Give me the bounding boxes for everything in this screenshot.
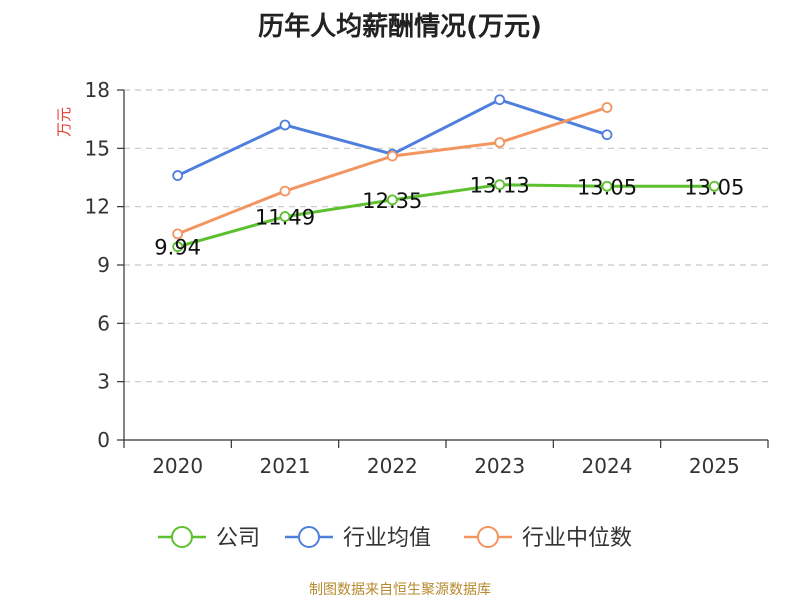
data-point (601, 102, 613, 113)
data-point (601, 180, 613, 192)
legend-label: 公司 (216, 526, 260, 551)
data-point (708, 180, 720, 192)
axes: 0 3 6 9 12 15 18 2020 2021 2022 2023 2024 2025 万元 (55, 78, 769, 478)
legend-marker-1 (298, 526, 320, 548)
data-label: 13.05 (684, 175, 744, 199)
legend-label: 行业中位数 (522, 526, 632, 551)
legend-label: 行业均值 (343, 526, 431, 551)
x-tick-label: 2021 (260, 454, 311, 478)
x-tick-label: 2025 (689, 454, 740, 478)
data-point (279, 119, 291, 131)
y-tick-label: 18 (85, 78, 110, 102)
data-label: 9.94 (154, 236, 201, 260)
data-point (279, 211, 291, 222)
legend: 公司 行业均值 行业中位数 (158, 526, 632, 551)
data-point (172, 228, 184, 240)
y-axis-label: 万元 (55, 107, 73, 137)
data-point (494, 137, 506, 148)
x-tick-label: 2022 (367, 454, 418, 478)
data-point (279, 185, 291, 197)
data-point (494, 179, 506, 191)
data-point (172, 241, 184, 253)
series (172, 94, 720, 253)
data-point (386, 150, 398, 162)
data-point (601, 129, 613, 141)
data-point (386, 194, 398, 206)
legend-marker-2 (477, 526, 499, 548)
data-labels: 9.94 11.49 12.35 13.13 13.05 13.05 (154, 174, 744, 260)
y-tick-label: 9 (97, 253, 110, 277)
data-label: 12.35 (362, 189, 422, 213)
y-tick-label: 6 (97, 311, 110, 335)
data-label: 11.49 (255, 206, 315, 230)
data-point (494, 94, 506, 106)
data-label: 13.13 (470, 174, 530, 198)
data-point (172, 170, 184, 181)
y-tick-label: 0 (97, 428, 110, 452)
series-line-0 (177, 183, 715, 249)
y-tick-label: 15 (85, 136, 110, 160)
series-line-2 (177, 106, 608, 236)
x-tick-label: 2023 (474, 454, 525, 478)
series-line-1 (177, 98, 608, 177)
chart-title: 历年人均薪酬情况(万元) (258, 12, 542, 42)
data-label: 13.05 (577, 175, 637, 199)
y-tick-label: 3 (97, 370, 110, 394)
source-note: 制图数据来自恒生聚源数据库 (309, 582, 491, 598)
legend-marker-0 (171, 526, 193, 548)
y-tick-label: 12 (85, 195, 110, 219)
x-tick-label: 2024 (582, 454, 633, 478)
x-tick-label: 2020 (152, 454, 203, 478)
